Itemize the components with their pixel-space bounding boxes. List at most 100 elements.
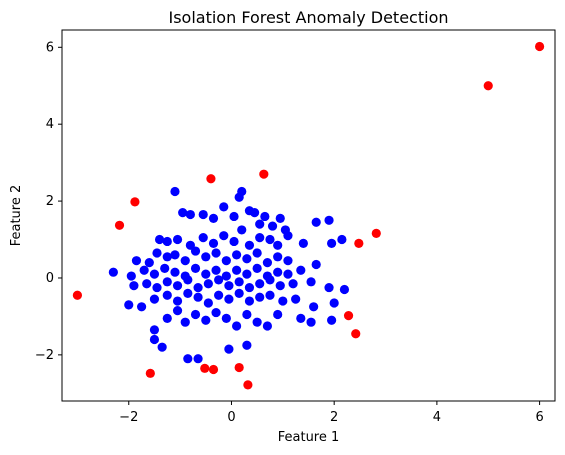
normal-point [152, 248, 162, 258]
normal-point [255, 279, 265, 289]
normal-point [232, 321, 242, 331]
normal-point [201, 269, 211, 279]
normal-point [242, 269, 252, 279]
y-tick-label: −2 [35, 348, 54, 363]
normal-point [327, 238, 337, 248]
normal-point [183, 275, 193, 285]
normal-point [221, 271, 231, 281]
normal-point [275, 213, 285, 223]
normal-point [296, 313, 306, 323]
normal-point [170, 186, 180, 197]
normal-point [242, 309, 252, 320]
normal-point [170, 267, 180, 277]
normal-point [275, 281, 285, 291]
normal-point [234, 277, 244, 287]
normal-point [244, 296, 255, 306]
normal-point [309, 302, 319, 312]
normal-point [262, 257, 273, 268]
normal-point [190, 246, 201, 256]
normal-point [201, 315, 211, 325]
normal-point [311, 217, 321, 227]
normal-point [193, 354, 203, 364]
chart-title: Isolation Forest Anomaly Detection [168, 8, 448, 27]
normal-point [283, 269, 293, 279]
normal-point [162, 252, 172, 262]
normal-point [193, 292, 203, 302]
anomaly-point [534, 41, 545, 52]
normal-point [229, 236, 239, 247]
normal-point [232, 265, 242, 275]
anomaly-point [243, 380, 253, 390]
normal-point [149, 269, 160, 279]
normal-point [273, 309, 283, 320]
anomaly-point [72, 290, 83, 300]
normal-point [244, 282, 255, 293]
anomaly-point [206, 174, 216, 184]
normal-point [219, 231, 229, 241]
y-ticks-layer: −2 0 2 4 6 [35, 40, 62, 363]
anomaly-point [354, 238, 364, 248]
x-tick-label: 6 [535, 410, 543, 425]
normal-point [339, 284, 350, 295]
normal-point [219, 202, 229, 212]
normal-point [306, 277, 316, 287]
normal-point [244, 240, 255, 250]
normal-point [229, 211, 239, 222]
normal-point [208, 213, 219, 223]
x-axis-label: Feature 1 [278, 430, 340, 445]
normal-point [273, 267, 283, 277]
normal-point [185, 209, 195, 220]
normal-point [329, 298, 339, 308]
normal-point [136, 302, 147, 312]
normal-point [260, 211, 270, 222]
normal-point [190, 309, 201, 320]
normal-point [224, 281, 234, 291]
y-tick-label: 4 [46, 117, 54, 132]
normal-point [129, 281, 139, 291]
normal-point [211, 307, 221, 318]
normal-point [162, 290, 172, 300]
normal-point [237, 225, 247, 235]
x-ticks-layer: −2 0 2 4 6 [119, 401, 544, 425]
anomaly-point [351, 329, 361, 339]
normal-point [249, 208, 260, 218]
normal-point [193, 282, 203, 293]
normal-point [237, 186, 247, 197]
normal-point [162, 236, 172, 247]
normal-point [324, 215, 334, 225]
normal-point [152, 282, 162, 293]
normal-point [273, 240, 283, 250]
points-layer [72, 41, 545, 390]
normal-point [144, 257, 154, 268]
normal-point [267, 221, 278, 231]
anomaly-point [208, 364, 219, 375]
y-tick-label: 2 [46, 194, 54, 209]
normal-point [265, 234, 275, 245]
anomaly-point [371, 228, 381, 238]
normal-point [198, 233, 208, 243]
anomaly-point [234, 362, 244, 373]
x-tick-label: 2 [330, 410, 338, 425]
x-tick-label: −2 [119, 410, 138, 425]
normal-point [124, 300, 134, 310]
anomaly-point [200, 363, 210, 373]
normal-point [234, 288, 244, 298]
normal-point [211, 265, 221, 275]
anomaly-point [130, 197, 140, 207]
normal-point [291, 294, 301, 304]
normal-point [242, 340, 252, 350]
y-axis-label: Feature 2 [9, 185, 24, 247]
normal-point [149, 325, 160, 335]
normal-point [208, 238, 219, 248]
y-tick-label: 0 [46, 271, 54, 286]
x-tick-label: 0 [227, 410, 235, 425]
normal-point [139, 265, 149, 275]
normal-point [252, 317, 262, 327]
normal-point [180, 256, 190, 266]
normal-point [296, 265, 306, 275]
normal-point [172, 306, 183, 316]
normal-point [172, 296, 183, 306]
normal-point [255, 219, 265, 229]
